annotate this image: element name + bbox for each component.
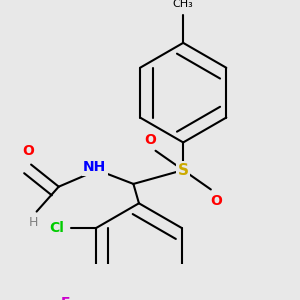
Text: O: O: [144, 133, 156, 147]
Text: O: O: [210, 194, 222, 208]
Text: H: H: [29, 216, 38, 229]
Text: F: F: [61, 296, 70, 300]
Text: NH: NH: [83, 160, 106, 174]
Text: CH₃: CH₃: [173, 0, 194, 9]
Text: O: O: [22, 144, 34, 158]
Text: S: S: [178, 163, 189, 178]
Text: Cl: Cl: [50, 221, 64, 235]
